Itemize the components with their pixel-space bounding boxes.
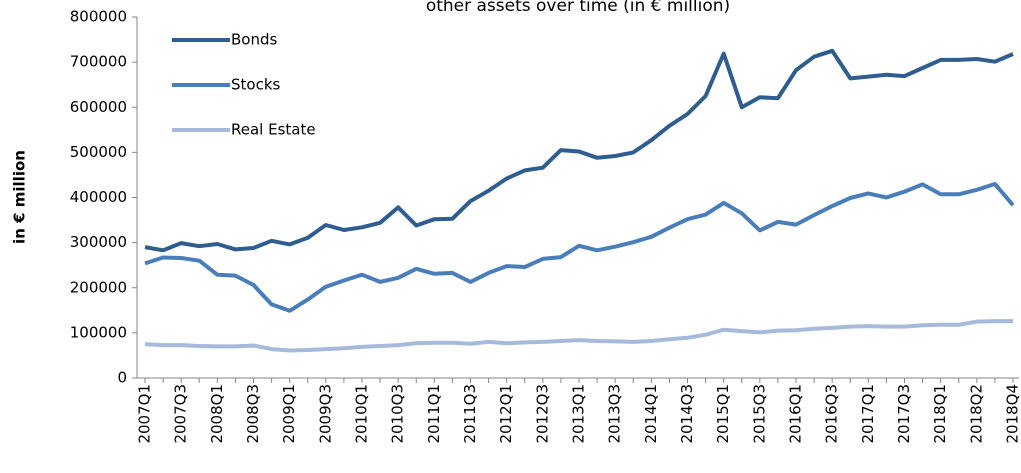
x-tick-label: 2013Q3 [606,384,624,444]
x-tick-label: 2008Q1 [208,384,226,444]
x-tick-label: 2009Q3 [316,384,334,444]
x-tick-label: 2016Q3 [823,384,841,444]
legend-label: Stocks [231,76,281,94]
chart-title: other assets over time (in € million) [426,0,730,16]
x-tick-label: 2012Q1 [497,384,515,444]
x-tick-label: 2008Q3 [244,384,262,444]
x-tick-label: 2017Q3 [895,384,913,444]
y-tick-label: 600000 [70,98,127,116]
x-tick-label: 2015Q3 [750,384,768,444]
series-line [144,48,1014,253]
x-tick-label: 2018Q4 [1004,384,1021,444]
x-tick-label: 2010Q3 [389,384,407,444]
x-tick-label: 2018Q1 [931,384,949,444]
x-tick-label: 2011Q3 [461,384,479,444]
x-tick-label: 2015Q1 [714,384,732,444]
y-tick-label: 700000 [70,53,127,71]
x-tick-label: 2016Q1 [787,384,805,444]
y-axis-label: in € million [11,150,29,244]
series-line [144,182,1015,313]
x-tick-label: 2010Q1 [353,384,371,444]
x-tick-label: 2011Q1 [425,384,443,444]
x-tick-label: 2018Q2 [967,384,985,444]
x-tick-label: 2009Q1 [280,384,298,444]
y-tick-label: 200000 [70,278,127,296]
x-tick-label: 2014Q3 [678,384,696,444]
x-tick-label: 2012Q3 [533,384,551,444]
y-tick-label: 400000 [70,188,127,206]
y-tick-label: 800000 [70,8,127,26]
x-tick-label: 2017Q1 [859,384,877,444]
legend-label: Bonds [231,31,277,49]
series-line [144,319,1013,353]
x-tick-label: 2013Q1 [570,384,588,444]
y-tick-label: 100000 [70,323,127,341]
x-tick-label: 2014Q1 [642,384,660,444]
x-tick-label: 2007Q3 [172,384,190,444]
y-tick-label: 500000 [70,143,127,161]
y-tick-label: 0 [117,369,127,387]
y-tick-label: 300000 [70,233,127,251]
x-tick-label: 2007Q1 [136,384,154,444]
legend-label: Real Estate [231,121,316,139]
